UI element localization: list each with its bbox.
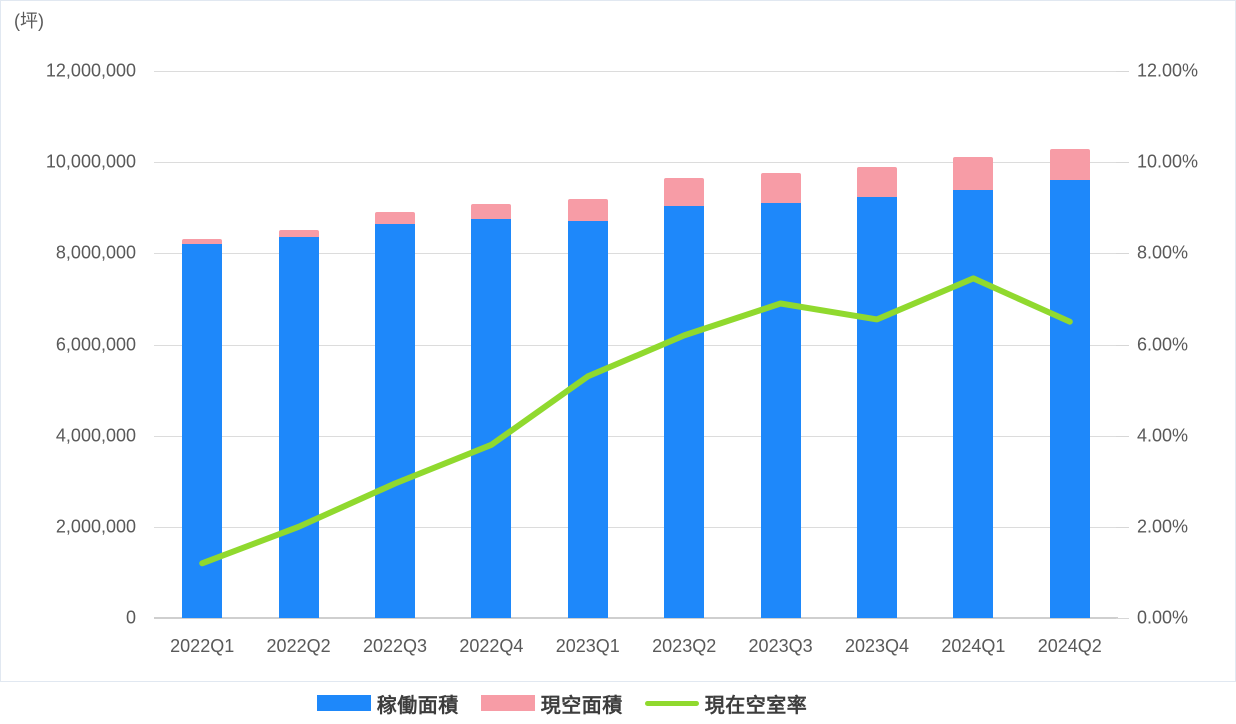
vacancy-rate-line — [199, 275, 1073, 567]
y-tick-label-left: 12,000,000 — [45, 60, 136, 81]
legend-label: 稼働面積 — [376, 694, 459, 717]
bar-operating-area-2022Q2 — [278, 237, 319, 618]
vacancy-rate-polyline — [199, 275, 1073, 567]
x-tick-label-2022Q2: 2022Q2 — [266, 636, 331, 656]
legend-label: 現空面積 — [540, 694, 623, 717]
bar-operating-area-2022Q3 — [375, 223, 415, 618]
bar-operating-area-2023Q1 — [567, 220, 608, 618]
legend-item-vacant-area: 現空面積 — [480, 689, 623, 718]
bar-vacant-area-2022Q3 — [375, 211, 415, 224]
bar-operating-area-2024Q2 — [1049, 179, 1090, 618]
bar-vacant-area-2023Q4 — [857, 166, 897, 198]
y-tick-label-right: 4.00% — [1137, 425, 1189, 446]
y-tick-label-left: 2,000,000 — [55, 516, 136, 537]
y-tick-label-right: 10.00% — [1137, 151, 1199, 172]
x-tick-label-2023Q3: 2023Q3 — [748, 636, 813, 656]
y-tick-mark-right — [1116, 162, 1129, 164]
y-tick-label-left: 10,000,000 — [45, 151, 136, 172]
y-tick-mark-right — [1116, 435, 1129, 437]
gridline — [154, 162, 1118, 164]
x-tick-label-2022Q4: 2022Q4 — [459, 636, 524, 656]
y-tick-label-left: 4,000,000 — [55, 425, 136, 446]
bar-operating-area-2022Q4 — [471, 219, 512, 618]
gridline — [154, 526, 1118, 528]
x-tick-label-2024Q2: 2024Q2 — [1037, 636, 1102, 656]
legend-item-operating-area: 稼働面積 — [316, 689, 459, 718]
x-tick-label-2022Q1: 2022Q1 — [170, 636, 235, 656]
plot-area — [154, 71, 1118, 619]
gridline — [154, 435, 1118, 437]
y-tick-mark-right — [1116, 253, 1129, 255]
x-tick-label-2023Q2: 2023Q2 — [652, 636, 717, 656]
gridline — [154, 253, 1118, 255]
x-tick-label-2022Q3: 2022Q3 — [362, 636, 428, 656]
bar-operating-area-2023Q4 — [857, 197, 897, 618]
legend-bar-swatch — [480, 695, 535, 711]
x-tick-label-2024Q1: 2024Q1 — [941, 636, 1006, 656]
bar-operating-area-2023Q2 — [664, 205, 705, 618]
y-tick-label-right: 6.00% — [1137, 334, 1189, 354]
legend-bar-swatch — [316, 695, 371, 711]
gridline — [154, 344, 1118, 346]
y-tick-mark-right — [1116, 344, 1129, 346]
legend-line-swatch — [644, 700, 699, 706]
legend-item-vacancy-rate: 現在空室率 — [644, 689, 808, 718]
bar-vacant-area-2022Q2 — [278, 229, 319, 238]
bar-vacant-area-2024Q1 — [953, 156, 994, 191]
bar-vacant-area-2023Q3 — [760, 172, 801, 204]
bar-operating-area-2023Q3 — [760, 203, 801, 618]
x-tick-label-2023Q1: 2023Q1 — [555, 636, 620, 656]
y-tick-mark-right — [1116, 71, 1129, 72]
y-tick-label-left: 0 — [125, 607, 136, 628]
bar-vacant-area-2022Q4 — [471, 204, 512, 220]
y-tick-label-right: 12.00% — [1137, 60, 1199, 81]
bar-vacant-area-2024Q2 — [1049, 149, 1090, 180]
legend: 稼働面積 現空面積 現在空室率 — [0, 682, 1180, 724]
bar-vacant-area-2023Q1 — [567, 199, 608, 221]
gridline — [154, 71, 1118, 72]
bar-vacant-area-2023Q2 — [664, 178, 705, 206]
legend-label: 現在空室率 — [704, 694, 808, 717]
y-tick-label-right: 8.00% — [1137, 242, 1189, 263]
x-tick-label-2023Q4: 2023Q4 — [844, 636, 910, 656]
y-tick-label-left: 6,000,000 — [55, 334, 136, 354]
y-tick-mark-right — [1116, 526, 1129, 528]
chart-card: (坪) 0 2,000,000 4,000,000 6,000,000 8,000,00… — [0, 0, 1236, 682]
axis-baseline — [154, 617, 1118, 619]
y-axis-unit-label: (坪) — [14, 11, 44, 31]
y-tick-label-right: 2.00% — [1137, 516, 1189, 537]
y-tick-label-right: 0.00% — [1137, 607, 1189, 628]
y-tick-mark-right — [1116, 618, 1129, 619]
bar-vacant-area-2022Q1 — [182, 239, 223, 245]
y-tick-label-left: 8,000,000 — [55, 242, 136, 263]
bar-operating-area-2024Q1 — [953, 190, 994, 618]
